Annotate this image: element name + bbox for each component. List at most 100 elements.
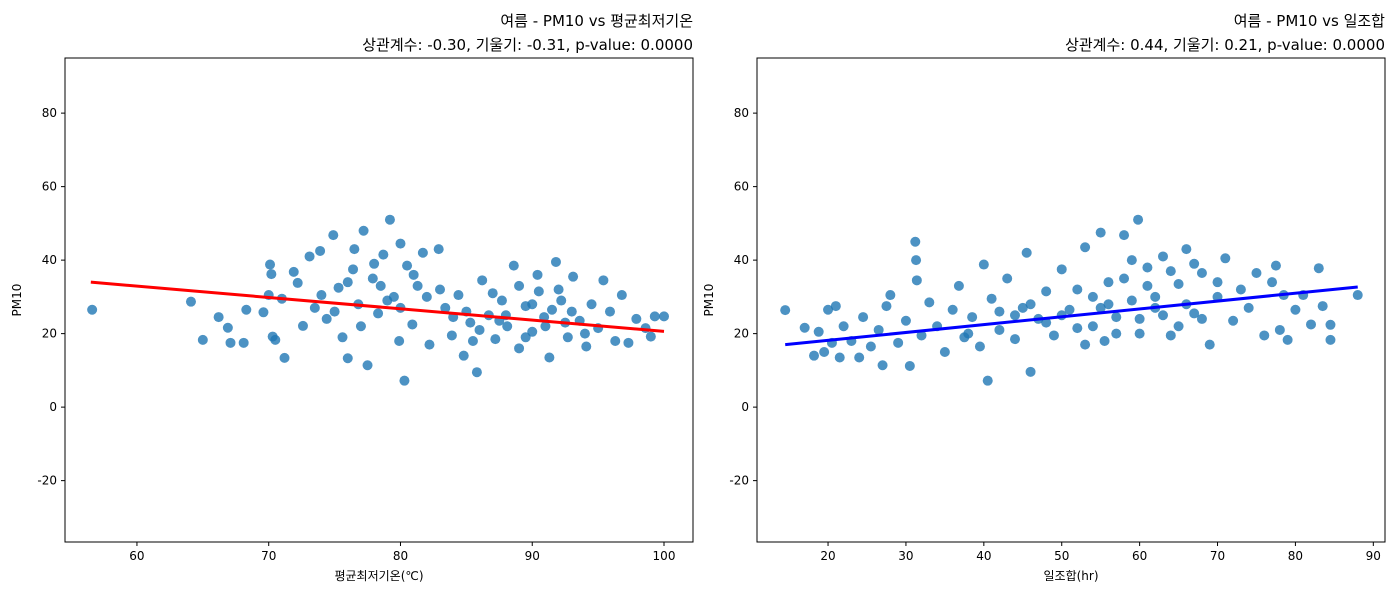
point <box>1196 267 1207 278</box>
point <box>474 324 485 335</box>
point <box>631 313 642 324</box>
chart-subtitle: 상관계수: -0.30, 기울기: -0.31, p-value: 0.0000 <box>362 36 693 54</box>
point <box>279 352 290 363</box>
point <box>1119 230 1130 241</box>
point <box>974 341 985 352</box>
point <box>514 343 525 354</box>
point <box>342 353 353 364</box>
y-tick-label: 80 <box>734 106 749 120</box>
point <box>1142 280 1153 291</box>
point <box>1165 266 1176 277</box>
point <box>1017 302 1028 313</box>
point <box>556 295 567 306</box>
point <box>435 284 446 295</box>
point <box>222 322 233 333</box>
point <box>1134 328 1145 339</box>
x-tick-label: 20 <box>820 549 835 563</box>
point <box>297 320 308 331</box>
point <box>916 330 927 341</box>
point <box>540 321 551 332</box>
point <box>616 290 627 301</box>
point <box>358 225 369 236</box>
point <box>258 307 269 318</box>
point <box>1119 273 1130 284</box>
point <box>471 367 482 378</box>
point <box>382 295 393 306</box>
point <box>407 319 418 330</box>
point <box>1173 279 1184 290</box>
point <box>659 311 670 322</box>
point <box>1072 284 1083 295</box>
point <box>329 306 340 317</box>
y-axis-label: PM10 <box>702 284 716 317</box>
x-tick-label: 80 <box>393 549 408 563</box>
point <box>402 260 413 271</box>
point <box>978 259 989 270</box>
x-tick-label: 60 <box>1132 549 1147 563</box>
point <box>967 312 978 323</box>
point <box>241 304 252 315</box>
point <box>1041 286 1052 297</box>
y-tick-label: 80 <box>42 106 57 120</box>
point <box>395 238 406 249</box>
point <box>394 335 405 346</box>
point <box>508 260 519 271</box>
point <box>963 328 974 339</box>
point <box>1204 339 1215 350</box>
point <box>1325 334 1336 345</box>
point <box>553 284 564 295</box>
point <box>1080 242 1091 253</box>
point <box>1095 302 1106 313</box>
point <box>586 299 597 310</box>
point <box>514 280 525 291</box>
point <box>375 280 386 291</box>
y-tick-label: -20 <box>37 474 57 488</box>
point <box>421 291 432 302</box>
point <box>1251 267 1262 278</box>
point <box>911 255 922 266</box>
point <box>994 324 1005 335</box>
point <box>649 311 660 322</box>
point <box>487 288 498 299</box>
x-axis-label: 평균최저기온(℃) <box>334 569 423 583</box>
point <box>1189 258 1200 269</box>
point <box>1021 247 1032 258</box>
point <box>316 290 327 301</box>
point <box>873 324 884 335</box>
point <box>225 337 236 348</box>
point <box>399 375 410 386</box>
point <box>502 321 513 332</box>
point <box>1111 328 1122 339</box>
point <box>288 266 299 277</box>
point <box>1087 291 1098 302</box>
point <box>1009 334 1020 345</box>
point <box>893 337 904 348</box>
point <box>838 321 849 332</box>
point <box>910 236 921 247</box>
point <box>834 352 845 363</box>
point <box>367 273 378 284</box>
point <box>1080 339 1091 350</box>
point <box>858 312 869 323</box>
point <box>830 301 841 312</box>
point <box>362 360 373 371</box>
point <box>604 306 615 317</box>
point <box>185 296 196 307</box>
point <box>1056 264 1067 275</box>
point <box>1235 284 1246 295</box>
x-tick-label: 70 <box>261 549 276 563</box>
point <box>465 317 476 328</box>
point <box>904 360 915 371</box>
point <box>433 244 444 255</box>
point <box>819 347 830 358</box>
point <box>355 321 366 332</box>
point <box>900 315 911 326</box>
point <box>1157 251 1168 262</box>
point <box>424 339 435 350</box>
y-tick-label: 20 <box>42 327 57 341</box>
x-tick-label: 50 <box>1054 549 1069 563</box>
point <box>1259 330 1270 341</box>
point <box>477 275 488 286</box>
point <box>566 306 577 317</box>
plot-area <box>756 57 1386 543</box>
